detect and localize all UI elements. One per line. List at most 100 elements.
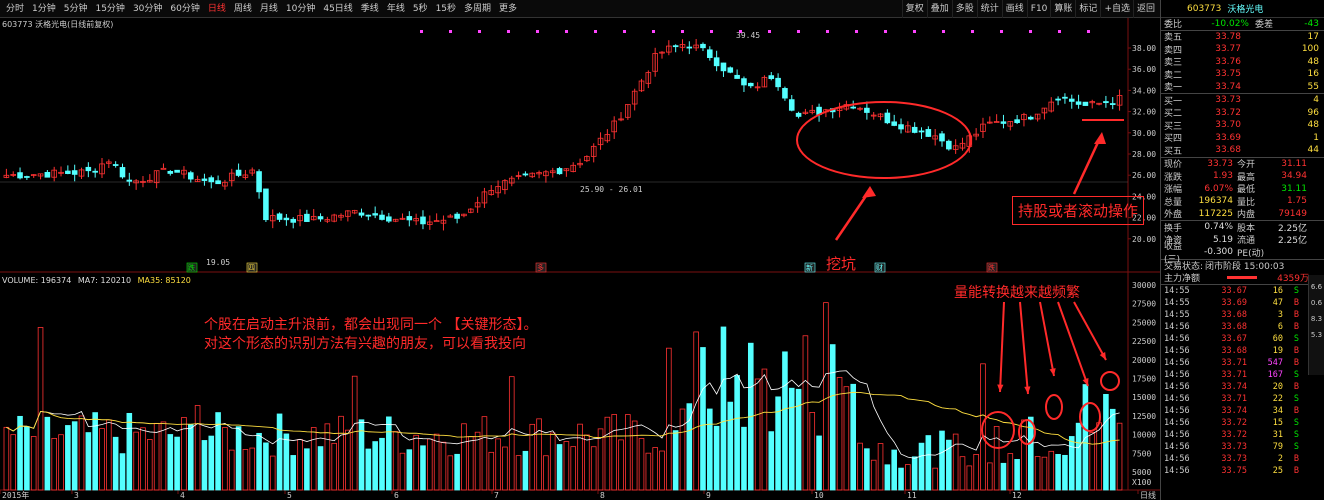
trade-row: 14:56 33.71 547 B [1161,357,1324,369]
tab-2[interactable]: 5分钟 [63,3,88,14]
volume-arrow [1019,301,1029,395]
trade-list[interactable]: 14:55 33.67 16 S 14:55 33.69 47 B 14:55 33… [1161,285,1324,477]
tab-11[interactable]: 季线 [360,3,379,14]
order-price: 33.76 [1215,56,1241,67]
candle-body [1021,114,1027,121]
trade-price: 33.68 [1221,345,1247,356]
tab-8[interactable]: 月线 [259,3,278,14]
volume-bar [966,465,973,491]
candle-body [918,130,925,133]
candle-body [24,176,30,178]
volume-bar [761,368,768,491]
stat-label: 总量 [1164,197,1183,208]
tab-1[interactable]: 1分钟 [32,3,56,14]
stat-value: 6.07% [1204,183,1233,194]
candle-body [304,213,310,222]
tool-7[interactable]: 标记 [1075,0,1100,18]
tab-13[interactable]: 5秒 [412,3,428,14]
tool-8[interactable]: +自选 [1100,0,1133,18]
tool-2[interactable]: 多股 [951,0,977,18]
volume-bar [993,426,1000,491]
volume-bar [727,401,734,491]
trade-volume: 60 [1272,333,1283,344]
tab-4[interactable]: 30分钟 [132,3,163,14]
volume-arrowhead [997,384,1004,392]
tool-9[interactable]: 返回 [1132,0,1158,18]
candle-body [679,44,686,48]
trade-price: 33.68 [1221,309,1247,320]
tab-5[interactable]: 60分钟 [170,3,200,14]
x-tick-label: 11 [907,491,917,500]
trade-side: S [1293,285,1299,296]
hold-arrowhead [1094,132,1106,144]
tab-6[interactable]: 日线 [207,3,226,14]
kline-chart[interactable]: 38.00 36.00 34.00 32.00 30.00 28.00 26.00 24.00… [0,0,1160,500]
trade-side: B [1293,453,1299,464]
candle-body [119,167,126,178]
tool-4[interactable]: 画线 [1001,0,1027,18]
candle-body [454,213,460,219]
event-mark-box [535,262,547,273]
quote-panel: 603773 沃格光电 委比 -10.02% 委差 -43 卖五 33.78 1… [1160,0,1324,500]
dig-pit-ellipse [796,101,972,179]
volume-bar [392,431,399,491]
volume-bar [290,455,297,491]
tab-7[interactable]: 周线 [233,3,252,14]
tool-6[interactable]: 算账 [1050,0,1075,18]
annotation-contact: 对这个形态的识别方法有兴趣的朋友，可以看我投向 [204,336,526,352]
tab-0[interactable]: 分时 [6,3,25,14]
volume-bar [358,419,365,491]
tab-3[interactable]: 15分钟 [95,3,125,14]
tab-14[interactable]: 15秒 [435,3,457,14]
annotation-key-form: 个股在启动主升浪前，都会出现同一个 【关键形态】。 [204,317,538,333]
volume-tick-label: 17500 [1132,375,1156,384]
candle-body [78,169,85,177]
volume-bar [952,433,959,491]
top-marker [565,30,568,33]
stat-value-2: 31.11 [1281,158,1307,169]
tab-10[interactable]: 45日线 [323,3,353,14]
candle-body [515,175,522,178]
candle-body [522,173,529,176]
volume-bar [884,464,891,491]
candle-body [563,168,570,172]
buys-row: 买三 33.70 48 [1161,119,1324,132]
candle-body [1089,101,1096,104]
tool-0[interactable]: 复权 [901,0,927,18]
low-price-label: 19.05 [206,258,230,267]
price-tick-label: 38.00 [1132,44,1156,53]
stat-value-2: 31.11 [1281,183,1307,194]
volume-bar [1021,419,1027,491]
tool-5[interactable]: F10 [1026,0,1051,18]
candle-body [1109,103,1116,105]
volume-bar [829,344,836,491]
candle-body [106,161,112,164]
tab-12[interactable]: 年线 [386,3,405,14]
top-marker [884,30,887,33]
candle-body [249,169,256,174]
volume-bar [700,347,706,491]
tool-3[interactable]: 统计 [976,0,1002,18]
tab-9[interactable]: 10分钟 [285,3,316,14]
event-mark-label: 新 [806,263,813,272]
candle-body [1082,101,1089,106]
order-price: 33.69 [1215,132,1241,143]
tab-15[interactable]: 多周期 [464,3,492,14]
sells-row: 卖四 33.77 100 [1161,43,1324,56]
candle-body [1103,101,1109,104]
volume-bar [1075,422,1082,491]
candle-body [297,215,303,222]
volume-bar [925,435,932,491]
candle-body [126,179,133,182]
price-tick-label: 34.00 [1132,86,1156,95]
volume-bar [324,423,331,491]
candle-body [707,49,713,58]
candle-body [65,170,71,174]
trade-volume: 2 [1277,453,1283,464]
price-tick-label: 24.00 [1132,192,1156,201]
candle-body [461,213,467,217]
main-net-label: 主力净额 [1164,274,1201,285]
tool-1[interactable]: 叠加 [926,0,952,18]
trade-price: 33.75 [1221,465,1247,476]
tab-16[interactable]: 更多 [499,3,518,14]
